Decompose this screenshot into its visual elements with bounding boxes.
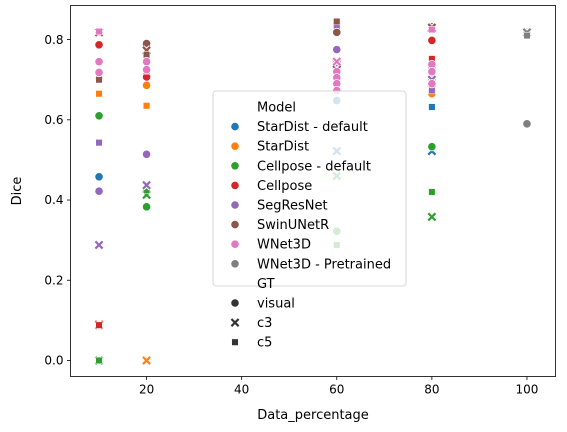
data-point-18 [95,57,103,65]
x-tick-label-2: 60 [329,383,344,397]
data-point-24 [143,102,150,109]
legend-marker-7 [231,260,239,268]
data-point-79 [429,26,436,33]
data-point-66 [428,213,435,220]
data-point-9 [95,41,103,49]
data-point-58 [333,58,340,65]
legend-style-marker-0 [231,299,239,307]
x-tick-label-3: 80 [424,383,439,397]
data-point-36 [142,65,150,73]
legend-label-5: SwinUNetR [257,218,329,233]
data-point-17 [96,76,103,83]
data-point-8 [96,357,103,364]
data-point-81 [523,120,531,128]
data-point-14 [96,139,103,146]
data-point-61 [429,104,436,111]
data-point-0 [95,173,103,181]
legend-marker-3 [231,181,239,189]
data-point-30 [142,150,150,158]
legend-marker-0 [231,122,239,130]
y-tick-label-1: 0.2 [44,273,63,287]
legend-label-7: WNet3D - Pretrained [257,257,391,272]
data-point-20 [96,28,103,35]
data-point-68 [428,36,436,44]
data-point-48 [333,45,341,53]
legend-label-1: StarDist [257,140,309,155]
data-point-19 [95,68,103,76]
data-point-83 [524,32,531,39]
y-tick-label-4: 0.8 [44,33,63,47]
legend-marker-6 [231,240,239,248]
data-point-53 [333,18,340,25]
legend-style-marker-1 [231,319,238,326]
data-point-77 [428,67,436,75]
data-point-51 [333,28,341,36]
legend-style-label-0: visual [257,297,295,312]
data-point-25 [142,203,150,211]
data-point-22 [142,81,150,89]
data-point-78 [428,80,436,88]
data-point-13 [95,241,102,248]
data-point-65 [428,142,436,150]
legend-marker-2 [231,162,239,170]
y-tick-label-3: 0.6 [44,113,63,127]
x-tick-label-1: 40 [234,383,249,397]
data-point-23 [143,357,150,364]
legend-style-marker-2 [232,339,239,346]
legend-marker-1 [231,142,239,150]
legend-title-gt: GT [257,277,275,292]
y-axis: 0.0 0.2 0.4 0.6 0.8 [44,33,70,368]
data-point-31 [143,182,150,189]
legend-label-3: Cellpose [257,179,312,194]
y-tick-label-2: 0.4 [44,193,63,207]
legend-label-6: WNet3D [257,238,311,253]
x-tick-label-4: 100 [516,383,539,397]
legend-style-item-1: c3 [231,316,272,331]
data-point-35 [142,57,150,65]
legend-style-label-1: c3 [257,316,272,331]
legend-label-2: Cellpose - default [257,159,371,174]
legend-title-model: Model [257,101,296,116]
x-axis-label: Data_percentage [257,408,369,423]
legend-label-0: StarDist - default [257,120,368,135]
data-point-12 [95,187,103,195]
y-axis-label: Dice [10,177,25,206]
legend-marker-5 [231,220,239,228]
x-axis: 20 40 60 80 100 [139,377,538,397]
legend-marker-4 [231,201,239,209]
legend-label-4: SegResNet [257,199,328,214]
data-point-5 [96,90,103,97]
legend-style-item-2: c5 [232,336,273,351]
x-tick-label-0: 20 [139,383,154,397]
legend-style-label-2: c5 [257,336,272,351]
data-point-6 [95,112,103,120]
legend-style-item-0: visual [231,297,295,312]
data-point-67 [429,189,436,196]
legend: Model StarDist - default StarDist Cellpose … [213,91,406,351]
y-tick-label-0: 0.0 [44,354,63,368]
data-point-11 [96,322,103,329]
